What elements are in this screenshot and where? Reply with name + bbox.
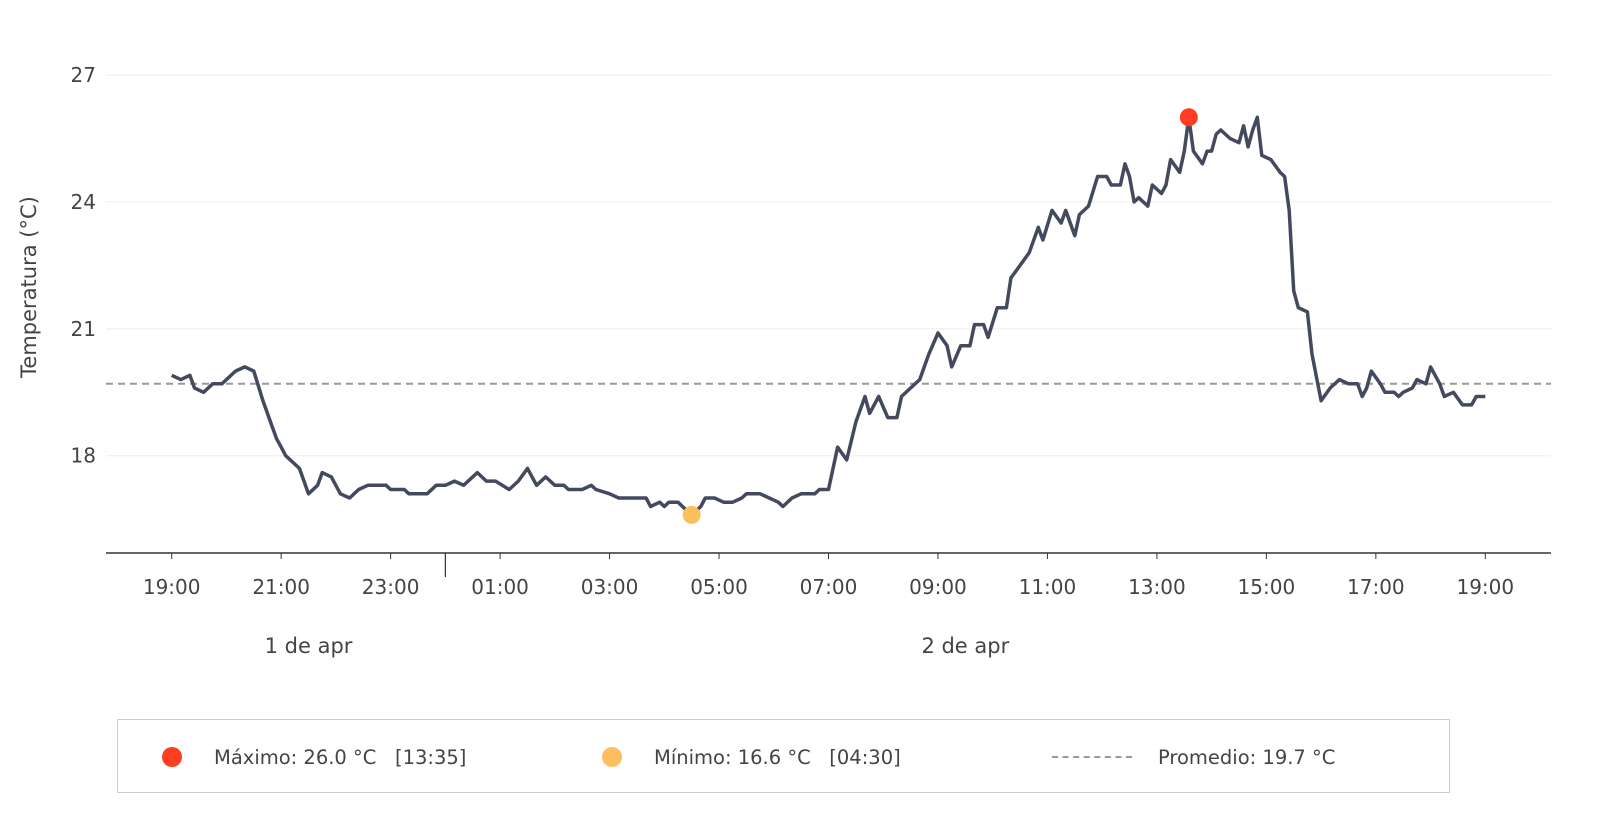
max-marker-icon — [162, 747, 182, 767]
x-tick-label: 07:00 — [800, 575, 858, 599]
x-tick-label: 13:00 — [1128, 575, 1186, 599]
dashed-line-icon — [1052, 756, 1132, 758]
y-tick-label: 27 — [71, 63, 96, 87]
x-tick-label: 11:00 — [1019, 575, 1077, 599]
y-tick-label: 21 — [71, 317, 96, 341]
legend-max: Máximo: 26.0 °C [13:35] — [162, 720, 466, 794]
x-tick-label: 17:00 — [1347, 575, 1405, 599]
y-tick-label: 24 — [71, 190, 96, 214]
legend-min-label: Mínimo: 16.6 °C [04:30] — [654, 745, 901, 769]
x-tick-label: 09:00 — [909, 575, 967, 599]
y-axis-label: Temperatura (°C) — [17, 196, 41, 379]
x-tick-label: 19:00 — [143, 575, 201, 599]
x-tick-label: 23:00 — [362, 575, 420, 599]
x-tick-label: 03:00 — [581, 575, 639, 599]
legend: Máximo: 26.0 °C [13:35] Mínimo: 16.6 °C … — [117, 719, 1450, 793]
max-point — [1179, 108, 1198, 127]
date-label: 2 de apr — [921, 634, 1009, 658]
legend-mean-label: Promedio: 19.7 °C — [1158, 745, 1336, 769]
legend-min: Mínimo: 16.6 °C [04:30] — [602, 720, 901, 794]
x-tick-label: 21:00 — [252, 575, 310, 599]
legend-mean: Promedio: 19.7 °C — [1052, 720, 1335, 794]
temperature-line — [170, 115, 1486, 517]
legend-max-label: Máximo: 26.0 °C [13:35] — [214, 745, 467, 769]
y-tick-label: 18 — [71, 444, 96, 468]
x-tick-label: 15:00 — [1238, 575, 1296, 599]
date-label: 1 de apr — [265, 634, 353, 658]
min-point — [682, 505, 701, 524]
x-tick-label: 19:00 — [1456, 575, 1514, 599]
x-tick-label: 05:00 — [690, 575, 748, 599]
temperature-chart: 18 21 24 27 19:00 21:00 23:00 01:00 03:00 05:00 07… — [17, 63, 1551, 658]
x-tick-label: 01:00 — [471, 575, 529, 599]
min-marker-icon — [602, 747, 622, 767]
